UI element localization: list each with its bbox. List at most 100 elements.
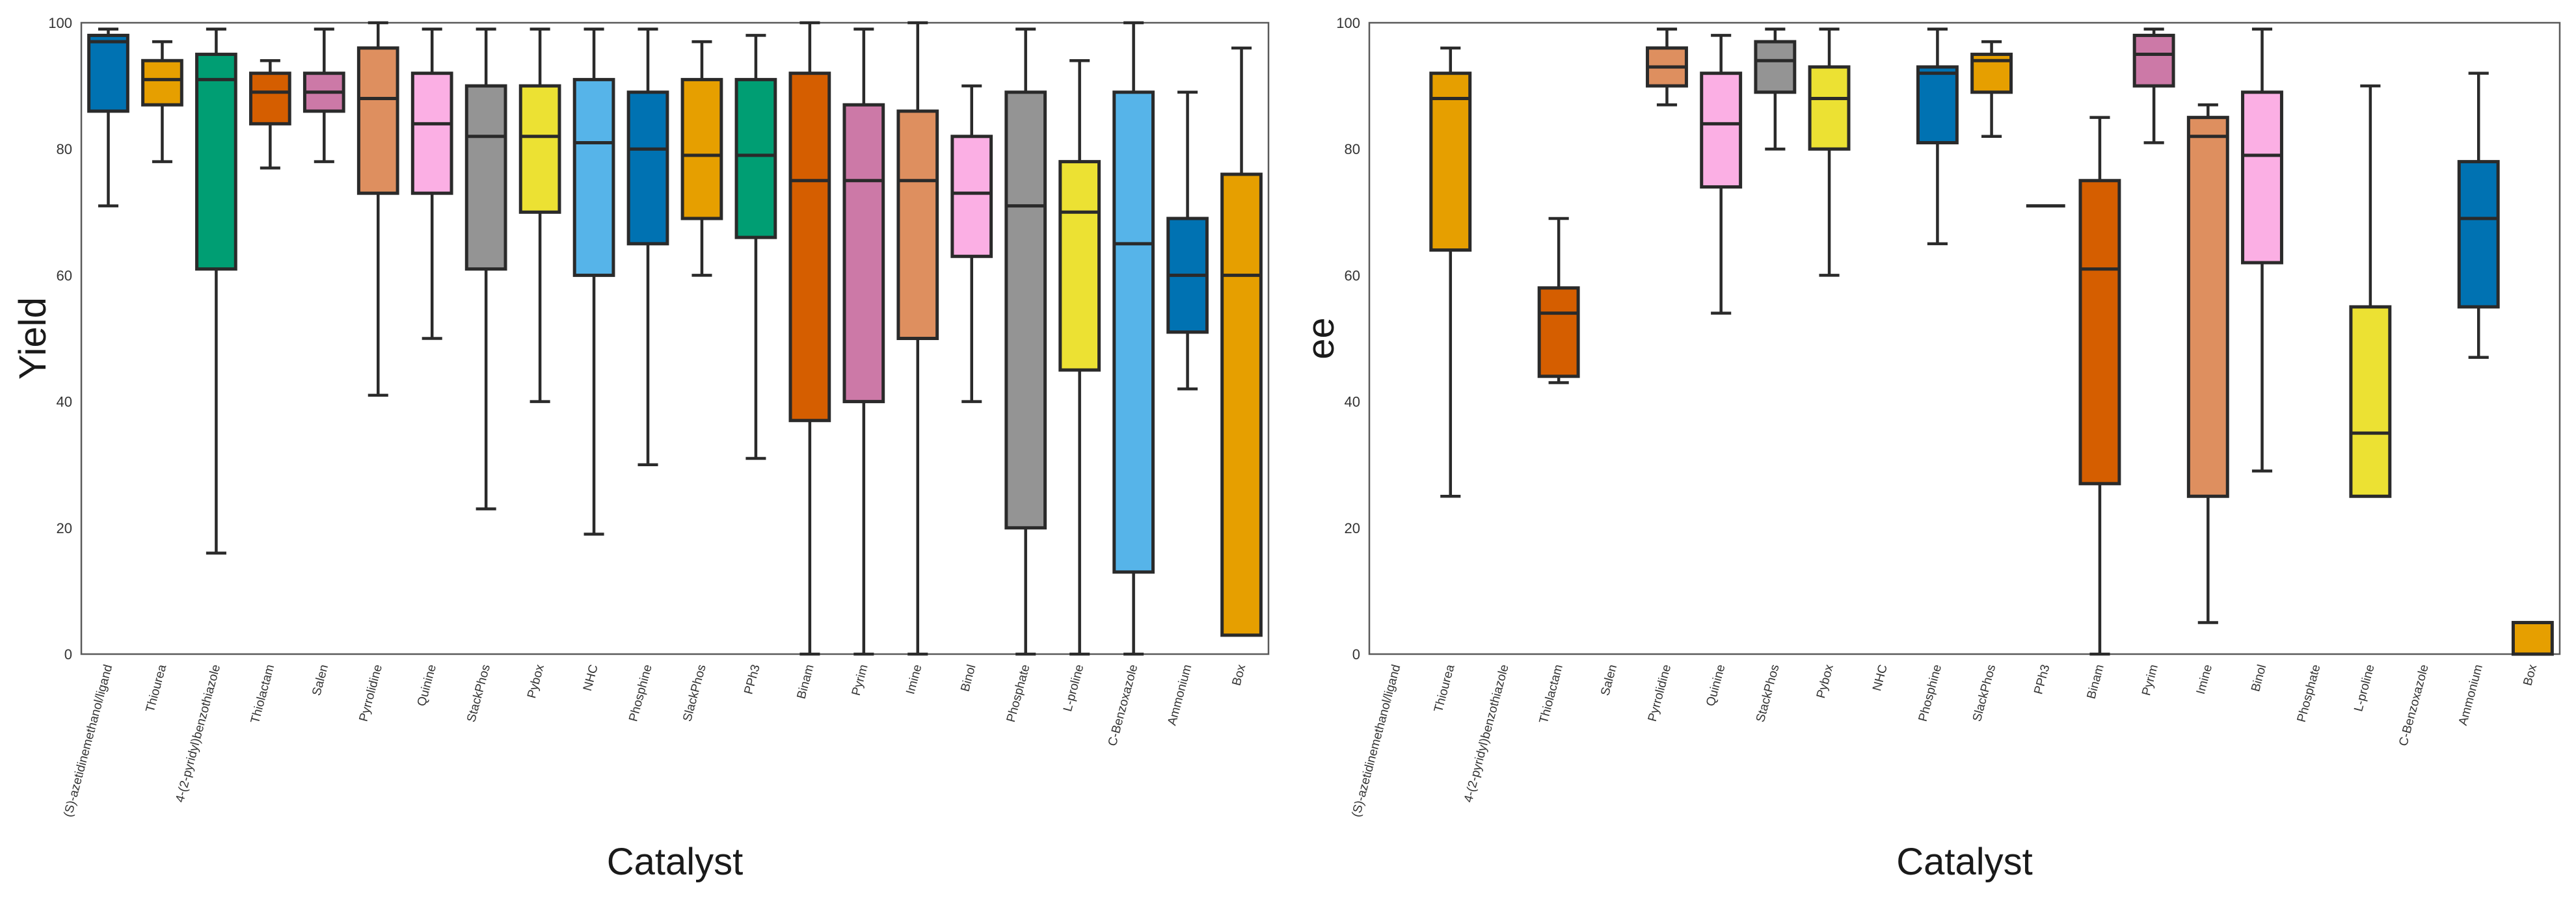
yield-x-tick-label: (S)-azetidinemethanol/ligand <box>61 663 115 819</box>
yield-x-tick-label: Binam <box>794 663 816 700</box>
yield-y-tick-label: 20 <box>57 520 72 536</box>
ee-box-20 <box>2457 72 2500 359</box>
ee-box-7 <box>1754 27 1797 151</box>
ee-x-tick-label: NHC <box>1870 663 1890 692</box>
yield-y-tick-label: 0 <box>64 646 72 663</box>
yield-x-tick-label: Pybox <box>525 663 547 700</box>
ee-plot-frame <box>1368 21 2561 655</box>
yield-y-tick-label: 100 <box>48 15 72 31</box>
yield-box-6 <box>410 27 453 340</box>
yield-x-tick-label: Pyrim <box>850 663 871 697</box>
ee-box-6 <box>1700 34 1743 315</box>
ee-box-body <box>1700 72 1743 189</box>
yield-plot-frame <box>80 21 1270 655</box>
yield-box-body <box>464 84 507 271</box>
ee-x-tick-label: Imine <box>2194 663 2215 696</box>
yield-box-17 <box>1004 27 1047 656</box>
ee-x-tick-label: Binol <box>2249 663 2269 693</box>
ee-box-5 <box>1646 27 1688 107</box>
ee-y-tick-label: 20 <box>1345 520 1360 536</box>
yield-box-7 <box>464 27 507 510</box>
yield-box-1 <box>141 40 183 163</box>
yield-box-body <box>410 72 453 195</box>
yield-x-tick-label: Pyrrolidine <box>357 663 386 723</box>
yield-box-13 <box>788 21 831 656</box>
yield-x-tick-label: Imine <box>904 663 924 696</box>
ee-x-tick-label: Pyrrolidine <box>1646 663 1674 723</box>
yield-y-tick-label: 40 <box>57 394 72 410</box>
ee-x-tick-label: Pyrim <box>2140 663 2161 697</box>
yield-box-body <box>248 72 291 125</box>
yield-box-body <box>788 72 831 423</box>
ee-x-tick-label: Thiourea <box>1432 663 1458 713</box>
yield-box-body <box>87 33 129 113</box>
ee-box-body <box>2132 33 2175 88</box>
yield-x-tick-label: NHC <box>581 663 601 692</box>
yield-x-tick-label: Quinine <box>415 663 439 708</box>
yield-box-14 <box>842 27 885 656</box>
yield-x-tick-label: Thiolactam <box>248 663 277 725</box>
ee-x-tick-label: Binam <box>2085 663 2107 700</box>
yield-x-tick-label: 4-(2-pyridyl)benzothiazole <box>173 663 223 804</box>
ee-y-axis-title: ee <box>1300 317 1342 360</box>
yield-box-12 <box>734 34 777 460</box>
yield-x-tick-label: Thiourea <box>144 663 170 713</box>
yield-box-3 <box>248 59 291 170</box>
yield-box-4 <box>302 27 345 163</box>
ee-box-body <box>1808 65 1851 151</box>
ee-box-body <box>2186 116 2229 498</box>
ee-box-body <box>2241 90 2283 265</box>
yield-x-tick-label: StackPhos <box>464 663 493 724</box>
yield-box-16 <box>950 84 993 403</box>
yield-y-tick-label: 80 <box>57 141 72 157</box>
yield-box-body <box>356 46 399 195</box>
yield-x-tick-label: Ammonium <box>1165 663 1194 727</box>
yield-box-2 <box>195 27 237 555</box>
yield-box-body <box>518 84 561 214</box>
yield-box-body <box>195 53 237 271</box>
yield-box-body <box>1220 172 1263 637</box>
ee-box-body <box>1754 40 1797 94</box>
yield-y-tick-label: 60 <box>57 267 72 283</box>
ee-box-body <box>2511 620 2554 656</box>
yield-y-axis-title: Yield <box>12 297 54 380</box>
ee-y-tick-label: 100 <box>1336 15 1360 31</box>
ee-x-tick-label: Phosphine <box>1916 663 1945 723</box>
ee-x-tick-label: StackPhos <box>1754 663 1782 724</box>
ee-box-11 <box>1970 40 2013 138</box>
yield-box-11 <box>680 40 723 277</box>
yield-x-axis-title: Catalyst <box>607 841 744 883</box>
ee-x-tick-label: Phosphate <box>2295 663 2324 724</box>
yield-x-tick-label: L-proline <box>1061 663 1086 713</box>
ee-x-tick-label: (S)-azetidinemethanol/ligand <box>1350 663 1404 819</box>
ee-box-15 <box>2186 103 2229 624</box>
ee-x-tick-label: Ammonium <box>2456 663 2486 727</box>
ee-box-3 <box>1537 217 1580 384</box>
yield-box-18 <box>1058 59 1101 656</box>
ee-x-tick-label: Salen <box>1598 663 1620 697</box>
ee-box-body <box>1429 72 1472 252</box>
ee-x-tick-label: L-proline <box>2352 663 2377 713</box>
ee-box-body <box>2349 305 2392 498</box>
yield-box-body <box>680 77 723 220</box>
yield-x-tick-label: SlackPhos <box>680 663 709 723</box>
yield-box-5 <box>356 21 399 397</box>
yield-x-tick-label: C-Benzoxazole <box>1106 663 1141 748</box>
ee-x-tick-label: Box <box>2521 663 2540 687</box>
ee-box-1 <box>1429 46 1472 498</box>
yield-box-body <box>950 135 993 258</box>
ee-box-16 <box>2241 27 2283 473</box>
yield-box-body <box>1112 90 1155 574</box>
ee-y-tick-label: 60 <box>1345 267 1360 283</box>
yield-x-tick-label: Phosphate <box>1004 663 1033 724</box>
ee-x-tick-label: C-Benzoxazole <box>2396 663 2432 748</box>
yield-box-body <box>1004 90 1047 530</box>
yield-box-body <box>626 90 669 246</box>
yield-box-body <box>1058 160 1101 372</box>
ee-x-tick-label: Thiolactam <box>1537 663 1566 725</box>
ee-y-tick-label: 0 <box>1352 646 1360 663</box>
yield-box-0 <box>87 27 129 207</box>
yield-x-tick-label: Salen <box>310 663 331 697</box>
yield-x-tick-label: Box <box>1230 663 1249 687</box>
yield-box-body <box>842 103 885 404</box>
